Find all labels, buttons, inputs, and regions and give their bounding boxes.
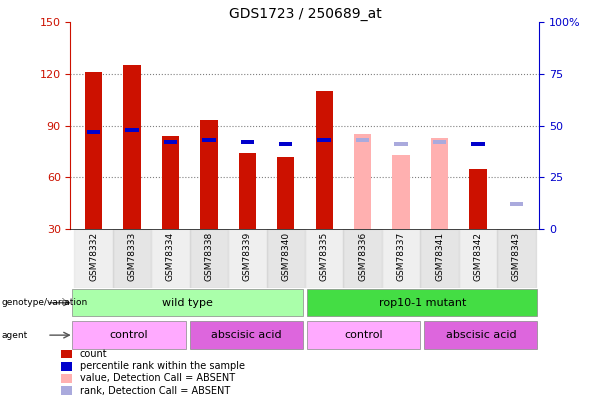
Bar (307, 289, 538, 316)
Text: value, Detection Call = ABSENT: value, Detection Call = ABSENT (80, 373, 235, 384)
Bar (356, 138, 370, 142)
Bar (189, 322, 303, 349)
Bar (431, 138, 448, 229)
Bar (74, 229, 113, 288)
Text: GSM78333: GSM78333 (128, 232, 137, 281)
Bar (354, 134, 371, 229)
Text: abscisic acid: abscisic acid (446, 330, 516, 340)
Text: GSM78335: GSM78335 (320, 232, 329, 281)
Bar (72, 322, 186, 349)
Bar (470, 168, 487, 229)
Bar (162, 136, 179, 229)
Text: rank, Detection Call = ABSENT: rank, Detection Call = ABSENT (80, 386, 230, 396)
Text: GSM78334: GSM78334 (166, 232, 175, 281)
Text: GSM78340: GSM78340 (281, 232, 290, 281)
Text: genotype/variation: genotype/variation (1, 298, 88, 307)
Text: wild type: wild type (162, 298, 213, 308)
Bar (316, 91, 333, 229)
Title: GDS1723 / 250689_at: GDS1723 / 250689_at (229, 7, 381, 21)
Bar (305, 229, 343, 288)
Text: GSM78339: GSM78339 (243, 232, 252, 281)
Bar (202, 138, 216, 142)
Bar (113, 229, 151, 288)
Bar (189, 229, 228, 288)
Bar (125, 128, 139, 132)
Bar (459, 229, 497, 288)
Bar (509, 202, 523, 206)
Text: abscisic acid: abscisic acid (211, 330, 281, 340)
Bar (238, 153, 256, 229)
Bar (200, 120, 218, 229)
Text: GSM78337: GSM78337 (397, 232, 406, 281)
Text: control: control (345, 330, 383, 340)
Bar (394, 142, 408, 146)
Text: GSM78332: GSM78332 (89, 232, 98, 281)
Text: GSM78342: GSM78342 (473, 232, 482, 281)
Bar (164, 140, 177, 144)
Text: count: count (80, 349, 107, 359)
Text: percentile rank within the sample: percentile rank within the sample (80, 361, 245, 371)
Text: agent: agent (1, 330, 28, 340)
Text: control: control (110, 330, 148, 340)
Bar (228, 229, 267, 288)
Bar (72, 289, 303, 316)
Text: GSM78338: GSM78338 (204, 232, 213, 281)
Text: GSM78336: GSM78336 (358, 232, 367, 281)
Bar (87, 130, 101, 134)
Bar (318, 138, 331, 142)
Bar (307, 322, 421, 349)
Bar (267, 229, 305, 288)
Bar (279, 142, 292, 146)
Bar (382, 229, 421, 288)
Bar (343, 229, 382, 288)
Bar (424, 322, 538, 349)
Bar (240, 140, 254, 144)
Bar (151, 229, 189, 288)
Text: GSM78343: GSM78343 (512, 232, 521, 281)
Bar (471, 142, 485, 146)
Bar (433, 140, 446, 144)
Bar (123, 65, 140, 229)
Text: rop10-1 mutant: rop10-1 mutant (378, 298, 466, 308)
Text: GSM78341: GSM78341 (435, 232, 444, 281)
Bar (421, 229, 459, 288)
Bar (497, 229, 536, 288)
Bar (392, 155, 409, 229)
Bar (277, 156, 294, 229)
Bar (85, 72, 102, 229)
